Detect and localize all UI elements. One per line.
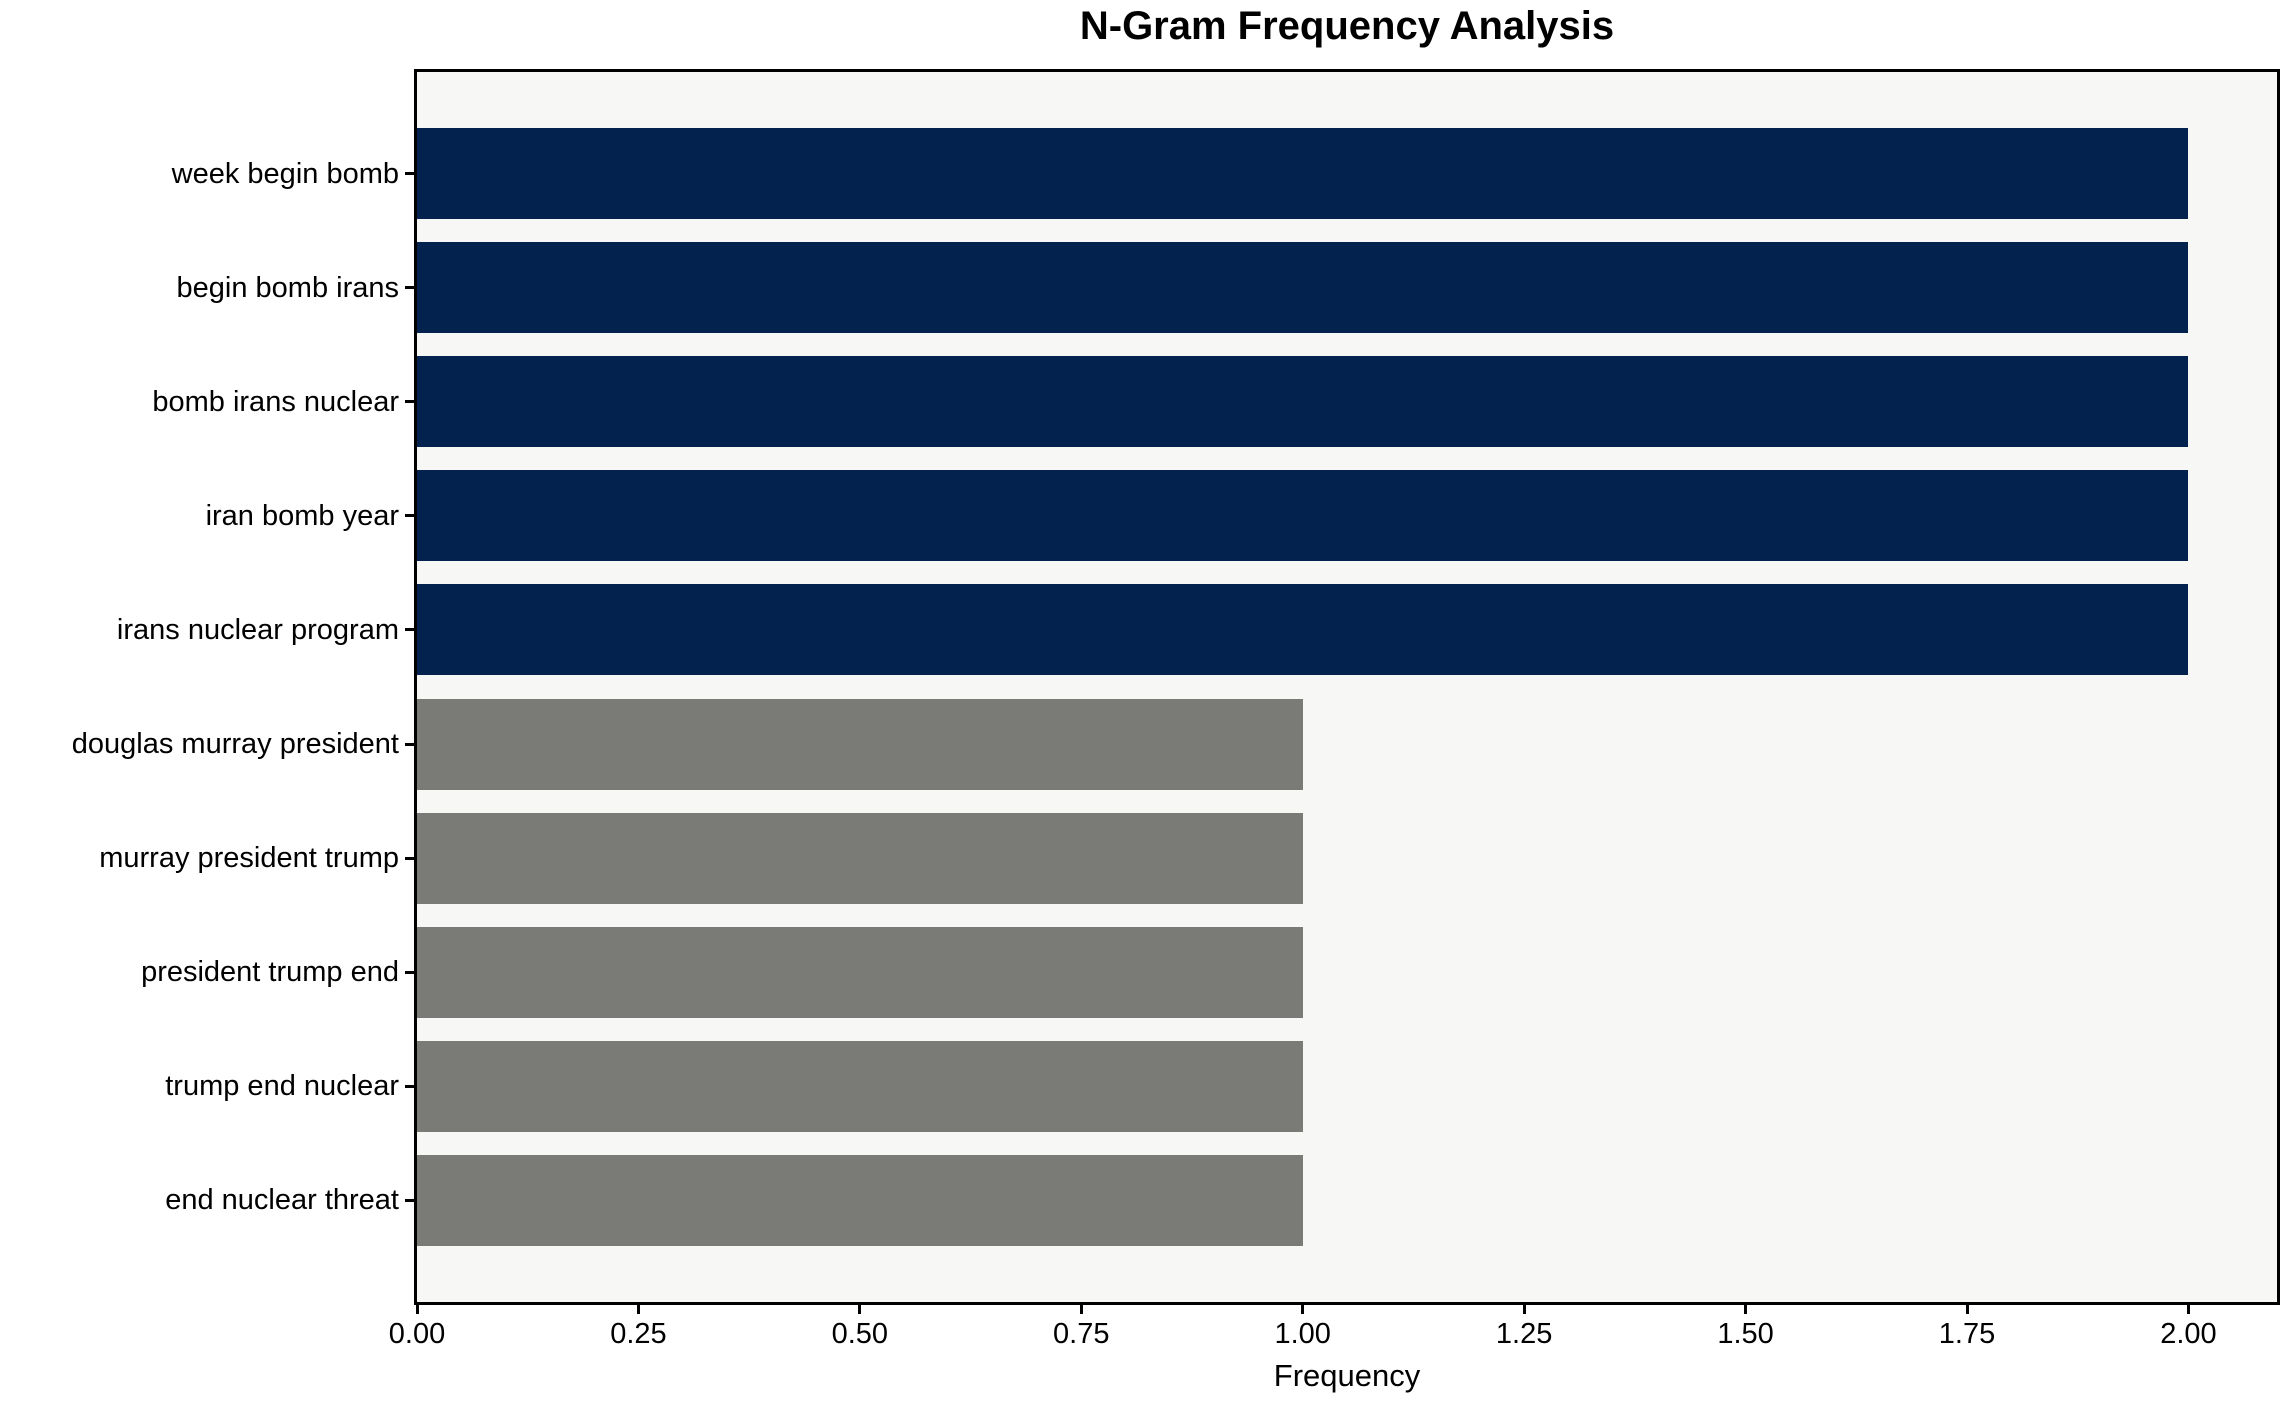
x-tick-label: 0.00 bbox=[388, 1318, 446, 1350]
y-tick-mark bbox=[405, 970, 416, 974]
x-tick-mark bbox=[1744, 1302, 1748, 1314]
bar-begin-bomb-irans bbox=[417, 242, 2189, 334]
y-tick-mark bbox=[405, 400, 416, 404]
y-tick-label: douglas murray president bbox=[71, 728, 399, 760]
x-tick-mark bbox=[1965, 1302, 1969, 1314]
bar-end-nuclear-threat bbox=[417, 1154, 1303, 1246]
y-tick-label: iran bomb year bbox=[205, 499, 399, 532]
x-tick-mark bbox=[636, 1302, 640, 1314]
chart-title: N-Gram Frequency Analysis bbox=[1079, 4, 1615, 48]
x-tick-label: 2.00 bbox=[2160, 1318, 2217, 1350]
x-tick-mark bbox=[2186, 1302, 2190, 1314]
y-tick-label: week begin bomb bbox=[171, 157, 399, 190]
x-tick-mark bbox=[1079, 1302, 1083, 1314]
bar-douglas-murray-president bbox=[417, 698, 1303, 790]
x-tick-label: 0.50 bbox=[831, 1318, 889, 1350]
bar-bomb-irans-nuclear bbox=[417, 356, 2189, 448]
x-tick-mark bbox=[1301, 1302, 1305, 1314]
y-tick-label: end nuclear threat bbox=[165, 1184, 399, 1217]
x-tick-mark bbox=[415, 1302, 419, 1314]
x-tick-label: 0.25 bbox=[610, 1318, 667, 1350]
bar-president-trump-end bbox=[417, 926, 1303, 1018]
y-tick-mark bbox=[405, 1084, 416, 1088]
y-tick-mark bbox=[405, 856, 416, 860]
x-tick-mark bbox=[1522, 1302, 1526, 1314]
y-tick-mark bbox=[405, 286, 416, 290]
y-tick-mark bbox=[405, 742, 416, 746]
y-tick-mark bbox=[405, 514, 416, 518]
bar-week-begin-bomb bbox=[417, 128, 2189, 219]
y-tick-mark bbox=[405, 172, 416, 175]
y-tick-mark bbox=[405, 1198, 416, 1202]
x-tick-label: 0.75 bbox=[1053, 1318, 1110, 1350]
bar-iran-bomb-year bbox=[417, 470, 2189, 562]
x-tick-label: 1.75 bbox=[1938, 1318, 1996, 1350]
x-axis-label: Frequency bbox=[1273, 1358, 1421, 1393]
x-tick-label: 1.00 bbox=[1274, 1318, 1331, 1350]
bar-trump-end-nuclear bbox=[417, 1040, 1303, 1132]
y-tick-label: bomb irans nuclear bbox=[152, 385, 399, 418]
plot-area bbox=[405, 69, 2280, 1314]
bar-irans-nuclear-program bbox=[417, 584, 2189, 676]
bar-murray-president-trump bbox=[417, 812, 1303, 904]
y-tick-label: president trump end bbox=[141, 956, 399, 989]
y-tick-mark bbox=[405, 628, 416, 632]
y-tick-label: irans nuclear program bbox=[116, 613, 399, 646]
y-tick-label: trump end nuclear bbox=[165, 1070, 399, 1103]
x-tick-mark bbox=[858, 1302, 862, 1314]
x-tick-label: 1.50 bbox=[1717, 1318, 1774, 1350]
y-tick-label: murray president trump bbox=[99, 842, 399, 875]
y-tick-label: begin bomb irans bbox=[176, 271, 399, 304]
x-tick-label: 1.25 bbox=[1495, 1318, 1553, 1350]
